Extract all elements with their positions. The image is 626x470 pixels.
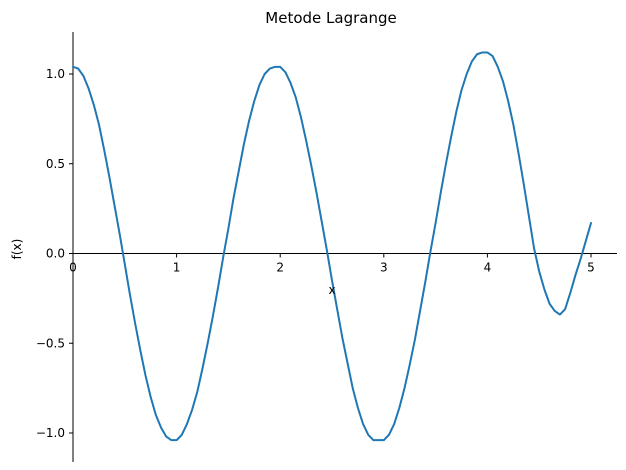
- x-tick-label: 5: [587, 261, 595, 275]
- x-tick-label: 3: [380, 261, 388, 275]
- x-tick-label: 1: [173, 261, 181, 275]
- x-tick-label: 4: [484, 261, 492, 275]
- chart-title: Metode Lagrange: [265, 9, 396, 27]
- x-tick-label: 2: [276, 261, 284, 275]
- y-tick-label: 0.0: [46, 247, 65, 261]
- y-tick-label: −0.5: [36, 336, 65, 350]
- y-tick-label: 0.5: [46, 157, 65, 171]
- y-tick-label: 1.0: [46, 67, 65, 81]
- ticks: 0 1 2 3 4 5 −1.0 −0.5 0.0 0.5 1.0: [36, 67, 595, 440]
- axes: [72, 32, 617, 462]
- y-tick-label: −1.0: [36, 426, 65, 440]
- y-axis-label: f(x): [10, 239, 24, 260]
- series-line: [72, 51, 592, 442]
- x-axis-label: x: [328, 283, 335, 297]
- x-tick-label: 0: [69, 261, 77, 275]
- series-layer: [72, 51, 592, 442]
